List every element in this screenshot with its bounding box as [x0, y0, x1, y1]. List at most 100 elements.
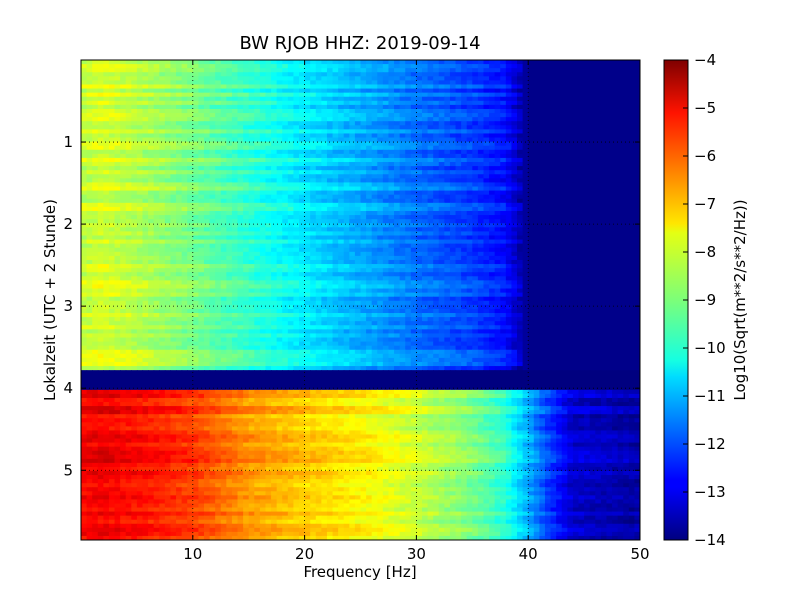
heatmap-cell — [556, 223, 563, 228]
heatmap-cell — [405, 239, 412, 245]
heatmap-cell — [556, 100, 563, 106]
heatmap-cell — [81, 137, 88, 143]
heatmap-cell — [550, 194, 557, 200]
heatmap-cell — [299, 235, 306, 241]
heatmap-cell — [287, 223, 295, 228]
heatmap-cell — [433, 215, 440, 220]
heatmap-cell — [433, 113, 440, 118]
heatmap-cell — [606, 60, 613, 65]
heatmap-cell — [449, 198, 457, 204]
heatmap-cell — [438, 125, 445, 130]
heatmap-cell — [321, 100, 328, 106]
heatmap-cell — [265, 198, 272, 204]
heatmap-cell — [634, 104, 640, 110]
heatmap-cell — [444, 141, 451, 147]
heatmap-cell — [310, 129, 317, 135]
heatmap-cell — [310, 104, 317, 110]
heatmap-cells — [81, 60, 640, 540]
heatmap-cell — [176, 108, 183, 114]
heatmap-cell — [310, 223, 317, 228]
heatmap-cell — [472, 76, 479, 81]
heatmap-cell — [366, 247, 373, 253]
heatmap-cell — [198, 178, 205, 184]
heatmap-cell — [382, 239, 390, 245]
heatmap-cell — [114, 255, 121, 261]
heatmap-cell — [125, 72, 132, 77]
heatmap-cell — [366, 157, 373, 163]
heatmap-cell — [628, 186, 636, 192]
heatmap-cell — [254, 194, 261, 200]
heatmap-cell — [120, 231, 127, 237]
heatmap-cell — [489, 206, 496, 212]
heatmap-cell — [511, 153, 518, 159]
heatmap-cell — [366, 125, 373, 130]
heatmap-cell — [606, 190, 613, 196]
heatmap-cell — [187, 157, 194, 163]
heatmap-cell — [483, 227, 490, 232]
heatmap-cell — [131, 121, 138, 126]
heatmap-cell — [136, 211, 144, 216]
heatmap-cell — [231, 76, 239, 81]
heatmap-cell — [472, 96, 479, 102]
heatmap-cell — [187, 190, 194, 196]
heatmap-cell — [617, 100, 624, 106]
heatmap-cell — [584, 117, 591, 122]
heatmap-cell — [382, 170, 390, 175]
heatmap-cell — [231, 251, 239, 257]
heatmap-cell — [164, 211, 172, 216]
heatmap-cell — [528, 170, 535, 175]
heatmap-cell — [371, 68, 378, 73]
heatmap-cell — [600, 92, 608, 98]
heatmap-cell — [550, 108, 557, 114]
heatmap-cell — [315, 80, 322, 86]
heatmap-cell — [248, 174, 255, 179]
heatmap-cell — [120, 259, 127, 265]
heatmap-cell — [405, 100, 412, 106]
heatmap-cell — [338, 92, 345, 98]
heatmap-cell — [634, 223, 640, 228]
heatmap-cell — [215, 129, 222, 135]
heatmap-cell — [617, 194, 624, 200]
heatmap-cell — [315, 108, 322, 114]
heatmap-cell — [299, 251, 306, 257]
heatmap-cell — [209, 121, 216, 126]
heatmap-cell — [360, 125, 367, 130]
heatmap-cell — [187, 206, 194, 212]
heatmap-cell — [572, 223, 580, 228]
heatmap-cell — [248, 162, 255, 167]
heatmap-cell — [438, 121, 445, 126]
heatmap-cell — [416, 88, 423, 94]
heatmap-cell — [360, 88, 367, 94]
heatmap-cell — [528, 137, 535, 143]
heatmap-cell — [92, 223, 99, 228]
heatmap-cell — [461, 178, 468, 184]
heatmap-cell — [215, 235, 222, 241]
heatmap-cell — [578, 84, 585, 90]
heatmap-cell — [550, 117, 557, 122]
heatmap-cell — [556, 162, 563, 167]
heatmap-cell — [332, 247, 339, 253]
heatmap-cell — [326, 137, 334, 143]
heatmap-cell — [120, 178, 127, 184]
heatmap-cell — [92, 202, 99, 208]
heatmap-cell — [136, 88, 144, 94]
heatmap-cell — [354, 227, 362, 232]
heatmap-cell — [282, 96, 289, 102]
heatmap-cell — [120, 223, 127, 228]
heatmap-cell — [203, 166, 211, 171]
heatmap-cell — [584, 174, 591, 179]
heatmap-cell — [600, 141, 608, 147]
heatmap-cell — [237, 117, 244, 122]
heatmap-cell — [321, 117, 328, 122]
heatmap-cell — [164, 239, 172, 245]
heatmap-cell — [108, 202, 116, 208]
heatmap-cell — [259, 202, 267, 208]
heatmap-cell — [410, 182, 417, 188]
heatmap-cell — [159, 76, 166, 81]
heatmap-cell — [276, 243, 283, 249]
heatmap-cell — [584, 153, 591, 159]
heatmap-cell — [215, 96, 222, 102]
heatmap-cell — [444, 157, 451, 163]
heatmap-cell — [159, 125, 166, 130]
heatmap-cell — [433, 145, 440, 151]
